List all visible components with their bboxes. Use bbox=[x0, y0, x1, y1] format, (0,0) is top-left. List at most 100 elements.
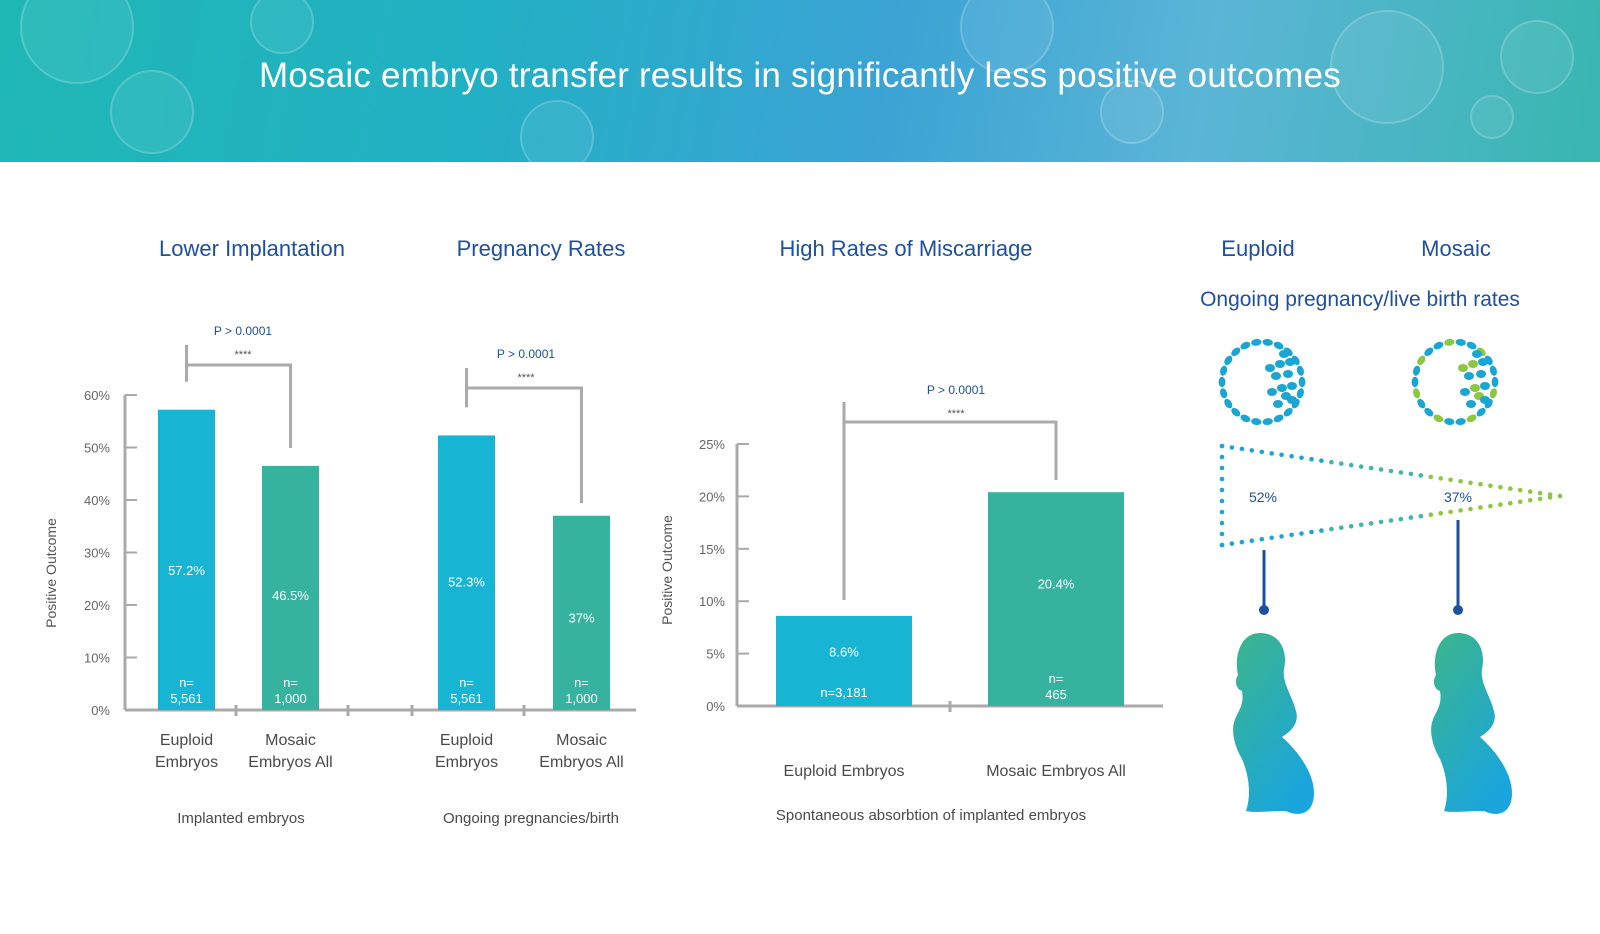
funnel-dot bbox=[1557, 493, 1563, 499]
embryo-cell bbox=[1489, 388, 1497, 399]
funnel-dot bbox=[1309, 456, 1314, 462]
funnel-dot bbox=[1319, 458, 1324, 464]
funnel-dot bbox=[1219, 454, 1225, 460]
chart1-n-label: 1,000 bbox=[274, 691, 307, 706]
funnel-dot bbox=[1229, 445, 1235, 450]
chart2-group-label: Ongoing pregnancies/birth bbox=[443, 810, 619, 827]
funnel-dot bbox=[1537, 490, 1543, 496]
funnel-dot bbox=[1547, 495, 1553, 500]
embryo-cell bbox=[1417, 355, 1426, 366]
embryo-cell bbox=[1413, 365, 1421, 376]
chart3-category-label: Mosaic Embryos All bbox=[986, 763, 1126, 780]
funnel-dot bbox=[1229, 541, 1235, 546]
embryo-cell bbox=[1224, 355, 1233, 366]
embryo-cell bbox=[1466, 400, 1476, 408]
embryo-cell bbox=[1285, 358, 1295, 366]
chart3-y-tick-label: 25% bbox=[699, 437, 725, 452]
embryo-cell bbox=[1220, 365, 1228, 376]
funnel-dot bbox=[1527, 498, 1533, 503]
page-title: Mosaic embryo transfer results in signif… bbox=[259, 56, 1341, 95]
chart1-value-label: 57.2% bbox=[168, 563, 205, 578]
chart3-y-tick-label: 15% bbox=[699, 542, 725, 557]
funnel-dot bbox=[1219, 531, 1225, 537]
chart2-value-label: 52.3% bbox=[448, 574, 485, 589]
infographic-subtitle: Ongoing pregnancy/live birth rates bbox=[1200, 288, 1520, 311]
funnel-dot bbox=[1319, 528, 1324, 533]
euploid-heading: Euploid bbox=[1221, 236, 1294, 261]
chart1-significance-stars: **** bbox=[234, 349, 252, 361]
funnel-dot bbox=[1408, 471, 1414, 477]
chart2-n-label: n= bbox=[574, 675, 589, 690]
embryo-cell bbox=[1220, 388, 1228, 399]
funnel-dot bbox=[1239, 446, 1245, 452]
chart2-value-label: 37% bbox=[568, 611, 594, 626]
embryo-cell bbox=[1231, 407, 1241, 417]
chart1-bar bbox=[262, 465, 319, 710]
mosaic-rate: 37% bbox=[1444, 489, 1472, 505]
embryo-cell bbox=[1273, 400, 1283, 408]
funnel-dot bbox=[1468, 506, 1473, 512]
chart3-y-tick-label: 0% bbox=[706, 699, 725, 714]
funnel-dot bbox=[1498, 484, 1503, 490]
funnel-dot bbox=[1259, 449, 1265, 455]
funnel-dot bbox=[1488, 503, 1493, 509]
embryo-cell bbox=[1458, 364, 1468, 372]
embryo-cell bbox=[1296, 365, 1304, 376]
chart3-significance-bracket bbox=[842, 402, 1058, 600]
decor-bubble bbox=[1330, 10, 1444, 124]
funnel-dot bbox=[1219, 487, 1225, 493]
embryo-cell bbox=[1413, 388, 1421, 399]
funnel-dot bbox=[1378, 467, 1384, 472]
chart3-title: High Rates of Miscarriage bbox=[779, 236, 1032, 261]
chart1-category-label: Embryos bbox=[155, 754, 218, 771]
embryo-cell bbox=[1283, 370, 1293, 378]
embryo-cell bbox=[1466, 341, 1477, 350]
chart3-y-axis-label: Positive Outcome bbox=[659, 515, 675, 625]
funnel-dot bbox=[1488, 483, 1493, 489]
funnel-dot bbox=[1448, 477, 1453, 483]
embryo-icons bbox=[1218, 338, 1499, 426]
chart2-n-label: 1,000 bbox=[565, 691, 598, 706]
embryo-cell bbox=[1455, 418, 1466, 426]
decor-bubble bbox=[1470, 95, 1514, 139]
funnel-dot bbox=[1279, 534, 1284, 539]
chart1-group-label: Implanted embryos bbox=[177, 810, 305, 827]
decor-bubble bbox=[1500, 20, 1574, 94]
funnel-dot bbox=[1537, 496, 1543, 502]
embryo-cell bbox=[1273, 414, 1284, 423]
funnel-dot bbox=[1358, 522, 1364, 528]
funnel-dot bbox=[1348, 462, 1354, 468]
funnel-dot bbox=[1219, 509, 1225, 515]
mosaic-heading: Mosaic bbox=[1421, 236, 1491, 261]
embryo-cell bbox=[1455, 338, 1466, 346]
funnel-dot bbox=[1498, 502, 1503, 507]
embryo-cell bbox=[1251, 338, 1262, 346]
chart3-significance-stars: **** bbox=[947, 408, 965, 420]
chart2-category-label: Embryos bbox=[435, 754, 498, 771]
chart2-category-label: Embryos All bbox=[539, 754, 623, 771]
funnel-dot bbox=[1279, 452, 1284, 458]
embryo-cell bbox=[1224, 398, 1233, 409]
funnel-dot bbox=[1289, 532, 1294, 538]
chart1-n-label: n= bbox=[283, 675, 298, 690]
embryo-cell bbox=[1262, 418, 1273, 426]
embryo-cell bbox=[1283, 407, 1293, 417]
embryo-cell bbox=[1231, 347, 1241, 357]
embryo-cell bbox=[1298, 376, 1306, 388]
chart3-y-tick-label: 5% bbox=[706, 647, 725, 662]
funnel-dot bbox=[1249, 448, 1255, 453]
embryo-cell bbox=[1424, 347, 1434, 357]
funnel-dot bbox=[1339, 461, 1344, 466]
chart2-category-label: Mosaic bbox=[556, 732, 607, 749]
embryo-cell bbox=[1472, 350, 1482, 358]
funnel-dot bbox=[1418, 473, 1424, 478]
chart3-n-label: n=3,181 bbox=[820, 685, 867, 700]
embryo-cell bbox=[1265, 364, 1275, 372]
funnel-dot bbox=[1438, 476, 1443, 481]
chart1-value-label: 46.5% bbox=[272, 588, 309, 603]
embryo-cell bbox=[1273, 341, 1284, 350]
header-banner: Mosaic embryo transfer results in signif… bbox=[0, 0, 1600, 162]
funnel-dot bbox=[1398, 470, 1404, 475]
embryo-cell bbox=[1267, 388, 1277, 396]
chart3-value-label: 20.4% bbox=[1038, 576, 1075, 591]
